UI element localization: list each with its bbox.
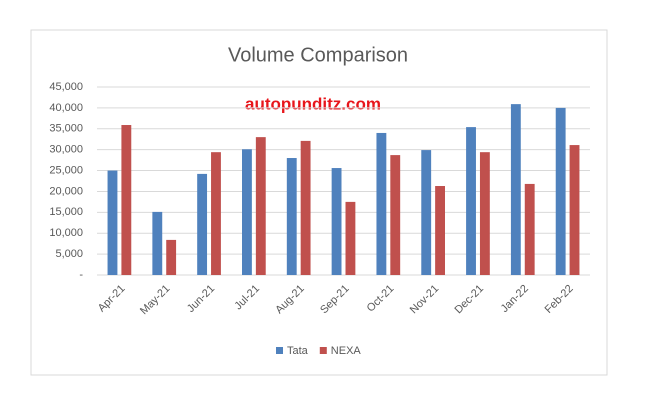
bar: [524, 183, 535, 275]
bar: [255, 137, 266, 275]
y-tick-label: 35,000: [49, 123, 83, 135]
y-tick-label: 25,000: [49, 164, 83, 176]
bar: [376, 132, 387, 275]
y-tick-label: 45,000: [49, 81, 83, 93]
y-tick-label: 30,000: [49, 144, 83, 156]
bar: [569, 145, 580, 275]
bar: [555, 107, 566, 275]
bar: [152, 211, 163, 275]
bar: [286, 158, 297, 275]
bar: [435, 186, 445, 275]
legend-swatch: [276, 347, 283, 354]
y-tick-label: 20,000: [49, 185, 83, 197]
bar: [479, 152, 490, 275]
bar: [166, 239, 177, 275]
bar: [107, 170, 118, 275]
y-tick-label: 5,000: [55, 248, 83, 260]
bar: [331, 168, 342, 275]
legend-label: NEXA: [331, 345, 362, 357]
y-tick-label: 10,000: [49, 227, 83, 239]
bar: [242, 149, 252, 275]
y-tick-label: 40,000: [49, 102, 83, 114]
bar: [421, 150, 432, 275]
watermark: autopunditz.com: [245, 94, 381, 113]
legend-swatch: [319, 347, 327, 354]
bar: [121, 125, 132, 275]
bar: [510, 104, 521, 275]
chart-title: Volume Comparison: [228, 44, 408, 66]
bar: [345, 201, 356, 275]
bar: [300, 140, 311, 275]
bar: [466, 127, 476, 276]
bar: [197, 173, 208, 275]
y-tick-label: -: [79, 269, 83, 281]
bar: [390, 155, 401, 275]
y-tick-label: 15,000: [49, 206, 83, 218]
legend-label: Tata: [287, 345, 309, 357]
bar: [211, 152, 221, 275]
